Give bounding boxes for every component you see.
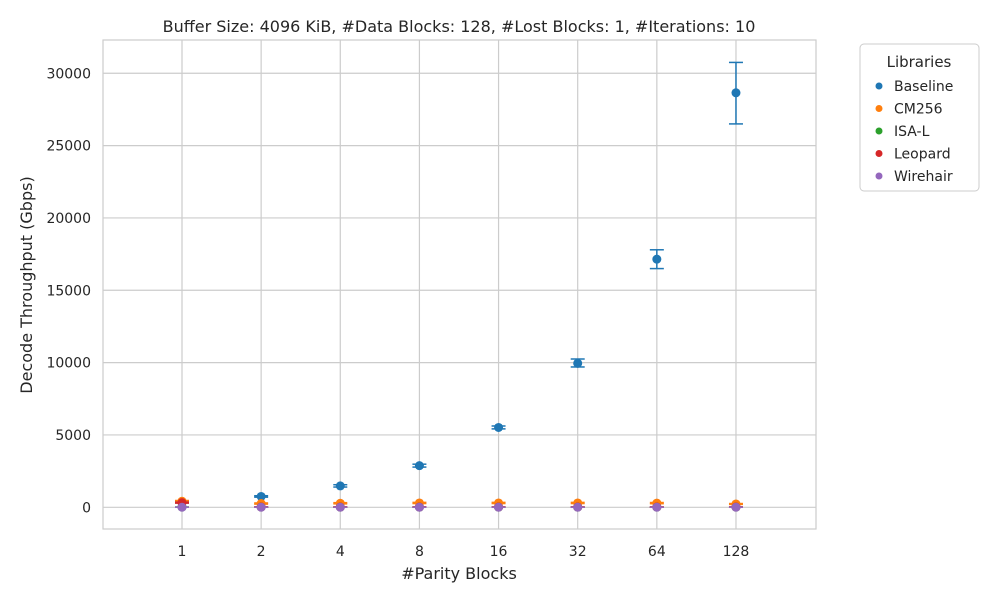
x-axis-label: #Parity Blocks <box>401 564 517 583</box>
legend-label: Baseline <box>894 79 953 95</box>
legend-marker <box>875 82 883 90</box>
data-point <box>494 422 504 432</box>
legend-label: CM256 <box>894 102 943 118</box>
grid <box>103 40 816 529</box>
x-tick-label: 128 <box>723 544 750 560</box>
legend-marker <box>875 150 883 157</box>
data-point <box>573 358 583 368</box>
data-point <box>652 254 662 264</box>
data-point <box>731 502 741 512</box>
x-tick-label: 32 <box>569 544 587 560</box>
data-point <box>177 502 187 512</box>
data-point <box>414 502 424 512</box>
y-tick-label: 0 <box>82 500 91 516</box>
data-point <box>256 502 266 512</box>
data-point <box>414 461 424 471</box>
data-point <box>652 502 662 512</box>
legend-frame <box>859 43 980 192</box>
y-tick-label: 5000 <box>55 428 91 444</box>
legend: Libraries Baseline CM256 ISA-L Leopard Wireh… <box>859 43 980 192</box>
legend-marker <box>875 105 883 112</box>
y-tick-label: 10000 <box>46 356 91 372</box>
y-tick-labels: 0 5000 10000 15000 20000 25000 30000 <box>46 66 91 516</box>
y-tick-label: 20000 <box>46 211 91 227</box>
y-tick-label: 15000 <box>46 283 91 299</box>
y-tick-label: 30000 <box>46 66 91 82</box>
x-tick-labels: 1 2 4 8 16 32 64 128 <box>178 544 750 560</box>
y-tick-label: 25000 <box>46 139 91 155</box>
plot-area <box>102 39 817 530</box>
legend-items: Baseline CM256 ISA-L Leopard Wirehair <box>875 79 953 185</box>
x-tick-label: 4 <box>336 544 345 560</box>
data-point <box>335 481 345 491</box>
y-axis-label: Decode Throughput (Gbps) <box>17 176 36 393</box>
x-tick-label: 1 <box>178 544 187 560</box>
data-point <box>256 491 266 501</box>
data-point <box>731 88 741 98</box>
series-wirehair <box>175 502 743 512</box>
legend-label: Wirehair <box>894 169 953 185</box>
x-tick-label: 8 <box>415 544 424 560</box>
data-point <box>335 502 345 512</box>
x-tick-label: 16 <box>490 544 508 560</box>
x-tick-label: 64 <box>648 544 666 560</box>
legend-marker <box>875 127 883 135</box>
chart-title: Buffer Size: 4096 KiB, #Data Blocks: 128… <box>163 17 756 36</box>
legend-label: ISA-L <box>894 124 930 140</box>
data-point <box>573 502 583 512</box>
x-tick-label: 2 <box>257 544 266 560</box>
legend-label: Leopard <box>894 147 951 163</box>
data-point <box>494 502 504 512</box>
series-layer <box>175 61 743 512</box>
legend-marker <box>875 172 883 180</box>
legend-title: Libraries <box>887 53 952 71</box>
